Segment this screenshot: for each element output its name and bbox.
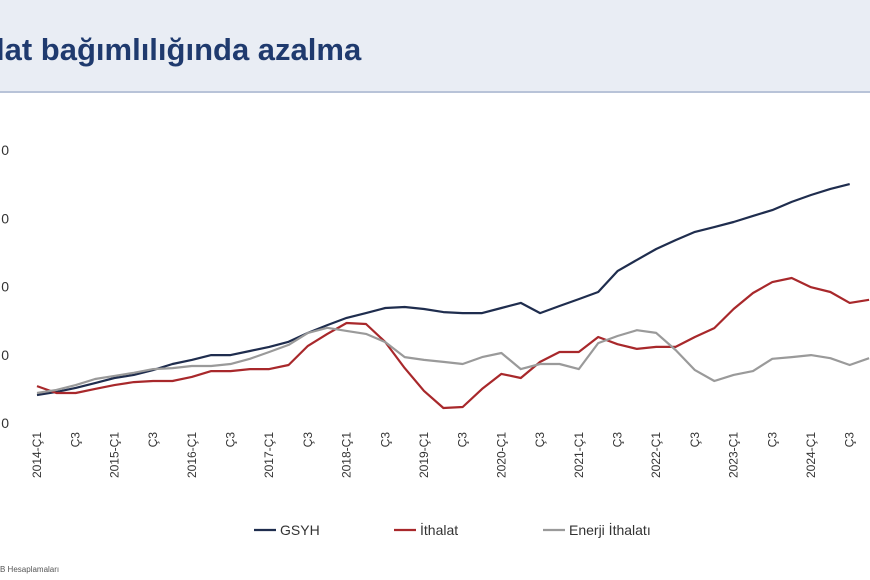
- x-tick-label: Ç3: [611, 432, 625, 448]
- x-tick-label: Ç3: [69, 432, 83, 448]
- footnote: B Hesaplamaları: [0, 565, 59, 574]
- x-tick-label: Ç3: [301, 432, 315, 448]
- title-band: [0, 0, 870, 92]
- x-tick-label: 2024-Ç1: [804, 432, 818, 478]
- x-tick-label: Ç3: [765, 432, 779, 448]
- x-tick-label: Ç3: [146, 432, 160, 448]
- y-tick-label: 0: [1, 142, 9, 158]
- y-tick-label: 0: [1, 279, 9, 295]
- legend-label: Enerji İthalatı: [569, 521, 651, 538]
- x-tick-label: 2021-Ç1: [572, 432, 586, 478]
- y-tick-label: 0: [1, 415, 9, 431]
- series-line: [36, 276, 870, 410]
- chart-title: lat bağımlılığında azalma: [0, 32, 362, 67]
- x-tick-label: Ç3: [688, 432, 702, 448]
- x-tick-label: 2014-Ç1: [30, 432, 44, 478]
- x-tick-label: 2017-Ç1: [262, 432, 276, 478]
- legend-label: İthalat: [420, 521, 458, 538]
- legend-label: GSYH: [280, 522, 320, 538]
- x-tick-label: 2022-Ç1: [649, 432, 663, 478]
- x-tick-label: Ç3: [843, 432, 857, 448]
- series-line: [36, 183, 850, 397]
- x-tick-label: 2016-Ç1: [185, 432, 199, 478]
- y-tick-label: 0: [1, 347, 9, 363]
- x-tick-label: Ç3: [456, 432, 470, 448]
- x-tick-label: 2023-Ç1: [727, 432, 741, 478]
- x-tick-label: 2020-Ç1: [494, 432, 508, 478]
- x-tick-label: 2018-Ç1: [340, 432, 354, 478]
- y-tick-label: 0: [1, 210, 9, 226]
- x-tick-label: Ç3: [224, 432, 238, 448]
- x-tick-label: Ç3: [378, 432, 392, 448]
- x-tick-label: 2015-Ç1: [107, 432, 121, 478]
- x-tick-label: 2019-Ç1: [417, 432, 431, 478]
- x-tick-label: Ç3: [533, 432, 547, 448]
- series-line: [36, 326, 870, 395]
